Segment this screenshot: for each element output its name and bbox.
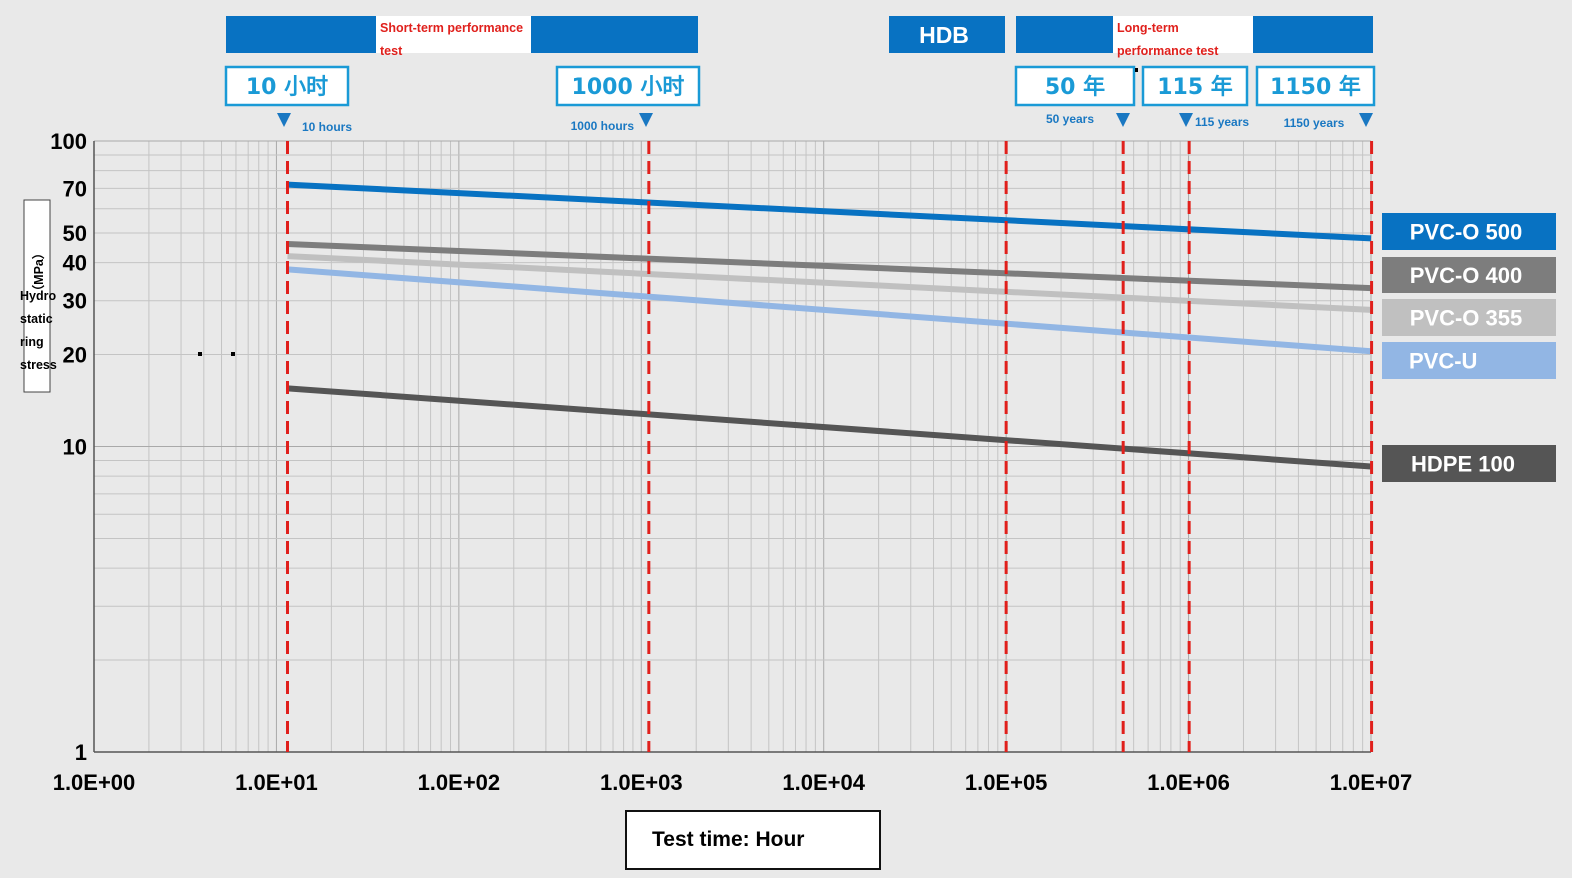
legend-swatch bbox=[1382, 299, 1556, 336]
marker-top-label: 50 年 bbox=[1045, 74, 1105, 100]
time-markers: 10 小时 10 hours 1000 小时 1000 hours 50 年 50 yea… bbox=[224, 65, 1376, 752]
legend-label: PVC-U bbox=[1409, 349, 1477, 374]
y-tick-label: 70 bbox=[63, 176, 87, 201]
y-tick-label: 40 bbox=[63, 251, 87, 276]
y-axis-label-line: stress bbox=[20, 358, 57, 372]
long-term-label-box bbox=[1113, 16, 1253, 53]
marker-top-label: 1000 小时 bbox=[572, 75, 685, 100]
x-tick-label: 1.0E+00 bbox=[53, 770, 136, 795]
y-tick-label: 30 bbox=[63, 289, 87, 314]
legend-swatch bbox=[1382, 342, 1556, 379]
marker-box bbox=[1255, 65, 1376, 107]
legend-swatch bbox=[1382, 445, 1556, 482]
y-tick-label: 1 bbox=[75, 740, 87, 765]
x-tick-label: 1.0E+07 bbox=[1330, 770, 1413, 795]
x-tick-label: 1.0E+04 bbox=[782, 770, 865, 795]
short-term-label-box bbox=[376, 16, 531, 53]
short-term-label-line1: Short-term performance bbox=[380, 21, 523, 35]
series-line-pvc-o-355 bbox=[287, 253, 1372, 313]
marker-arrow bbox=[1116, 113, 1130, 127]
marker-top-label: 10 小时 bbox=[246, 75, 328, 100]
marker-top-label: 115 年 bbox=[1157, 74, 1233, 100]
marker-arrow bbox=[1359, 113, 1373, 127]
y-axis-unit: （MPa） bbox=[31, 247, 46, 298]
y-axis-label-line: static bbox=[20, 312, 53, 326]
marker-sub-label: 1000 hours bbox=[571, 119, 635, 133]
marker-sub-label: 50 years bbox=[1046, 112, 1094, 126]
marker-box bbox=[1014, 65, 1136, 107]
marker-sub-label: 115 years bbox=[1195, 115, 1249, 129]
marker-top-label: 1150 年 bbox=[1270, 74, 1361, 100]
y-axis-label-line: Hydro bbox=[20, 289, 56, 303]
y-tick-label: 50 bbox=[63, 221, 87, 246]
x-tick-label: 1.0E+05 bbox=[965, 770, 1048, 795]
marker-sub-label: 10 hours bbox=[302, 120, 352, 134]
hdb-label: HDB bbox=[919, 22, 969, 48]
x-tick-label: 1.0E+01 bbox=[235, 770, 318, 795]
legend: PVC-O 500 PVC-O 400 PVC-O 355 PVC-U HDPE 100 bbox=[1382, 213, 1556, 482]
y-axis-label-line: ring bbox=[20, 335, 44, 349]
marker-sub-label: 1150 years bbox=[1284, 116, 1345, 130]
series-line-pvc-o-400 bbox=[287, 241, 1372, 292]
stray-dot bbox=[198, 352, 202, 356]
marker-arrow bbox=[277, 113, 291, 127]
y-label-box bbox=[23, 199, 51, 393]
y-tick-label: 10 bbox=[63, 435, 87, 460]
marker-box bbox=[555, 65, 701, 107]
legend-label: PVC-O 500 bbox=[1410, 220, 1523, 245]
x-label-box bbox=[625, 810, 881, 870]
grid bbox=[93, 140, 1372, 753]
axes: 1.0E+00 1.0E+01 1.0E+02 1.0E+03 1.0E+04 1.0E+… bbox=[50, 129, 1412, 795]
marker-box bbox=[1141, 65, 1249, 107]
marker-arrow bbox=[1179, 113, 1193, 127]
test-headers: Short-term performance test HDB Long-term pe… bbox=[226, 16, 1373, 58]
x-tick-label: 1.0E+02 bbox=[418, 770, 501, 795]
long-term-label-line1: Long-term bbox=[1117, 21, 1179, 35]
axis-labels: （MPa）Hydro static ring stress Test time: Hou… bbox=[20, 68, 1138, 870]
stray-dot bbox=[1135, 68, 1138, 72]
short-term-label-line2: test bbox=[380, 44, 403, 58]
y-tick-label: 100 bbox=[50, 129, 87, 154]
y-tick-label: 20 bbox=[63, 343, 87, 368]
marker-arrow bbox=[639, 113, 653, 127]
long-term-label-line2: performance test bbox=[1117, 44, 1219, 58]
legend-label: HDPE 100 bbox=[1411, 452, 1515, 477]
legend-label: PVC-O 400 bbox=[1410, 263, 1523, 288]
hdb-bar bbox=[889, 16, 1005, 53]
legend-swatch bbox=[1382, 257, 1556, 293]
series-line-pvc-u bbox=[287, 266, 1372, 355]
x-tick-label: 1.0E+06 bbox=[1147, 770, 1230, 795]
legend-label: PVC-O 355 bbox=[1410, 306, 1523, 331]
x-tick-label: 1.0E+03 bbox=[600, 770, 683, 795]
stray-dot bbox=[231, 352, 235, 356]
x-axis-label: Test time: Hour bbox=[652, 828, 804, 851]
marker-box bbox=[224, 65, 350, 107]
legend-swatch bbox=[1382, 213, 1556, 250]
